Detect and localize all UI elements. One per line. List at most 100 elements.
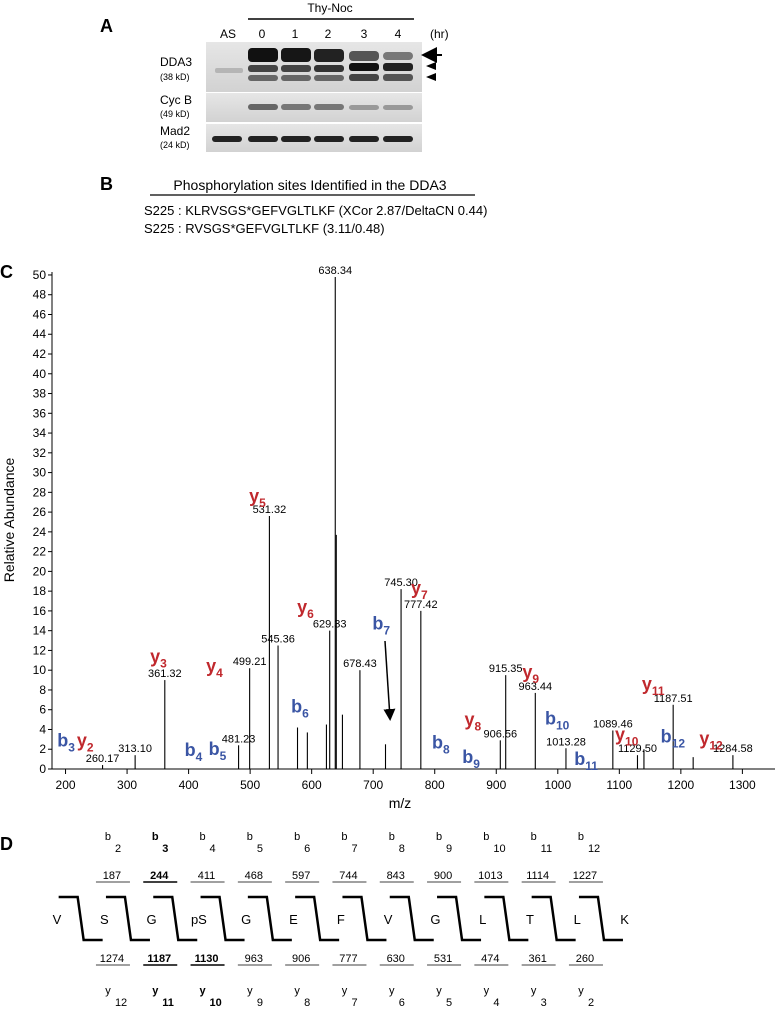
ion-label: y9 xyxy=(522,662,539,686)
peak-label: 963.44 xyxy=(518,681,552,693)
ion-letter: b xyxy=(462,747,473,767)
ion-index: 11 xyxy=(162,997,174,1009)
ion-label: y11 xyxy=(642,674,665,698)
ion-letter: y xyxy=(411,578,421,598)
ion-mass: 1013 xyxy=(478,870,502,882)
ion-index: 9 xyxy=(473,757,480,771)
ion-label: y6 xyxy=(297,597,314,621)
ion-letter: b xyxy=(483,831,489,843)
peak-label: 638.34 xyxy=(318,265,352,277)
ion-index: 5 xyxy=(446,997,452,1009)
ion-label: y3 xyxy=(150,646,167,670)
ion-letter: b xyxy=(57,730,68,750)
ion-index: 5 xyxy=(257,843,263,855)
y-tick-label: 50 xyxy=(33,268,47,282)
ion-index: 3 xyxy=(541,997,547,1009)
cleavage-mark xyxy=(153,895,198,942)
residue: pS xyxy=(191,912,207,927)
peak-label: 678.43 xyxy=(343,658,377,670)
ion-label: b11 xyxy=(574,749,598,773)
ion-letter: y xyxy=(297,597,307,617)
ion-index: 5 xyxy=(220,749,227,763)
y-tick-label: 6 xyxy=(39,703,46,717)
y-tick-label: 30 xyxy=(33,466,47,480)
ion-letter: b xyxy=(531,831,537,843)
ion-mass: 843 xyxy=(387,870,405,882)
ion-mass: 1227 xyxy=(573,870,597,882)
y-tick-label: 8 xyxy=(39,683,46,697)
ion-index: 6 xyxy=(307,607,314,621)
ion-label: b12 xyxy=(661,726,686,750)
ion-index: 7 xyxy=(421,588,428,602)
ion-letter: y xyxy=(642,674,652,694)
ion-index: 4 xyxy=(493,997,499,1009)
y-tick-label: 34 xyxy=(33,426,47,440)
ion-letter: b xyxy=(372,614,383,634)
ion-index: 8 xyxy=(475,720,482,734)
blot-size: (38 kD) xyxy=(160,72,190,82)
x-tick-label: 1100 xyxy=(606,778,632,792)
ion-mass: 1130 xyxy=(195,953,219,965)
ion-label: b3 xyxy=(57,730,75,754)
residue: G xyxy=(147,912,157,927)
ion-letter: b xyxy=(574,749,585,769)
cleavage-mark xyxy=(437,895,482,942)
ion-index: 2 xyxy=(87,740,94,754)
ion-index: 8 xyxy=(399,843,405,855)
ion-index: 8 xyxy=(304,997,310,1009)
y-tick-label: 42 xyxy=(33,347,47,361)
ion-mass: 1274 xyxy=(100,953,124,965)
time-unit: (hr) xyxy=(430,27,449,41)
peak-label: 629.33 xyxy=(313,619,347,631)
ion-label: y8 xyxy=(465,710,482,734)
lane-label: AS xyxy=(220,27,236,41)
cleavage-mark xyxy=(342,895,387,942)
ion-label: b5 xyxy=(209,739,227,763)
y-tick-label: 38 xyxy=(33,387,47,401)
ion-index: 10 xyxy=(210,997,222,1009)
residue: E xyxy=(289,912,298,927)
residue: G xyxy=(430,912,440,927)
cleavage-mark xyxy=(484,895,529,942)
residue: V xyxy=(53,912,62,927)
ion-letter: y xyxy=(77,730,87,750)
cleavage-mark xyxy=(58,895,103,942)
ion-letter: y xyxy=(578,985,584,997)
ion-letter: y xyxy=(342,985,348,997)
cleavage-mark xyxy=(578,895,623,942)
ion-index: 7 xyxy=(351,997,357,1009)
ion-index: 11 xyxy=(541,843,552,855)
ion-mass: 1114 xyxy=(526,870,549,882)
panel-label: C xyxy=(0,262,13,282)
x-tick-label: 600 xyxy=(302,778,322,792)
x-tick-label: 400 xyxy=(179,778,199,792)
x-tick-label: 700 xyxy=(363,778,383,792)
residue: L xyxy=(479,912,486,927)
ion-letter: y xyxy=(615,724,625,744)
blot-name: Cyc B xyxy=(160,93,192,107)
panel-label: D xyxy=(0,834,13,854)
ion-index: 5 xyxy=(259,496,266,510)
y-tick-label: 20 xyxy=(33,564,47,578)
ion-letter: y xyxy=(152,985,159,997)
ion-index: 2 xyxy=(588,997,594,1009)
ion-letter: y xyxy=(531,985,537,997)
ion-index: 10 xyxy=(556,719,570,733)
ion-index: 12 xyxy=(709,738,723,752)
ion-index: 12 xyxy=(115,997,127,1009)
ion-mass: 187 xyxy=(103,870,121,882)
ion-letter: y xyxy=(465,710,475,730)
y-tick-label: 22 xyxy=(33,545,47,559)
ion-letter: y xyxy=(522,662,532,682)
ion-label: b4 xyxy=(185,740,203,764)
ion-mass: 744 xyxy=(339,870,357,882)
y-tick-label: 36 xyxy=(33,406,47,420)
ion-index: 10 xyxy=(493,843,505,855)
peak-label: 1013.28 xyxy=(546,736,586,748)
cleavage-mark xyxy=(247,895,292,942)
ion-letter: b xyxy=(389,831,395,843)
ion-letter: y xyxy=(199,985,206,997)
ion-mass: 361 xyxy=(528,953,546,965)
ion-label: y2 xyxy=(77,730,94,754)
ion-mass: 411 xyxy=(198,870,216,882)
